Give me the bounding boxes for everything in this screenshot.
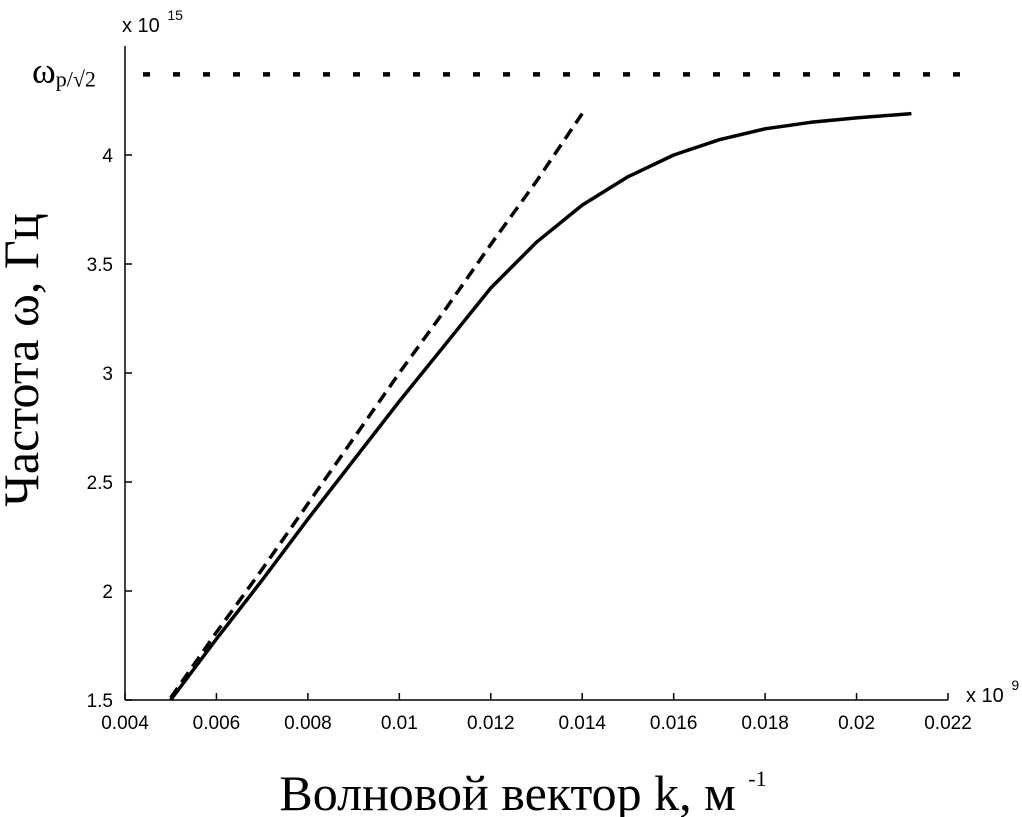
x-tick-label: 0.014: [558, 713, 606, 734]
x-tick-label: 0.006: [193, 713, 241, 734]
y-tick-label: 1.5: [87, 691, 113, 712]
x-tick-label: 0.016: [650, 713, 698, 734]
y-tick-label: 3: [102, 364, 113, 385]
x-tick-label: 0.01: [381, 713, 418, 734]
y-tick-label: 3.5: [87, 255, 113, 276]
x-multiplier: x 10 9: [966, 677, 1019, 707]
y-ticks: 1.5 2 2.5 3 3.5 4: [87, 146, 132, 712]
x-tick-label: 0.012: [467, 713, 515, 734]
y-tick-label: 2: [102, 582, 113, 603]
x-ticks: 0.004 0.006 0.008 0.01 0.012 0.014 0.016 0.018 0…: [101, 693, 972, 734]
y-tick-label: 4: [102, 146, 113, 167]
axes: [124, 46, 948, 701]
y-multiplier: x 10 15: [122, 7, 183, 37]
reference-line-group: ωp/√2: [32, 50, 960, 91]
x-axis-title: Волновой вектор k, м -1: [279, 765, 766, 817]
x-tick-label: 0.02: [838, 713, 875, 734]
x-tick-label: 0.022: [924, 713, 972, 734]
reference-line-label: ωp/√2: [32, 50, 96, 91]
solid-series-line: [169, 111, 912, 702]
y-tick-label: 2.5: [87, 473, 113, 494]
y-axis-title: Частота ω, Гц: [0, 213, 49, 506]
x-tick-label: 0.008: [284, 713, 332, 734]
dashed-series-line: [169, 112, 584, 699]
x-tick-label: 0.018: [741, 713, 789, 734]
series-group: [169, 111, 912, 702]
x-tick-label: 0.004: [101, 713, 149, 734]
